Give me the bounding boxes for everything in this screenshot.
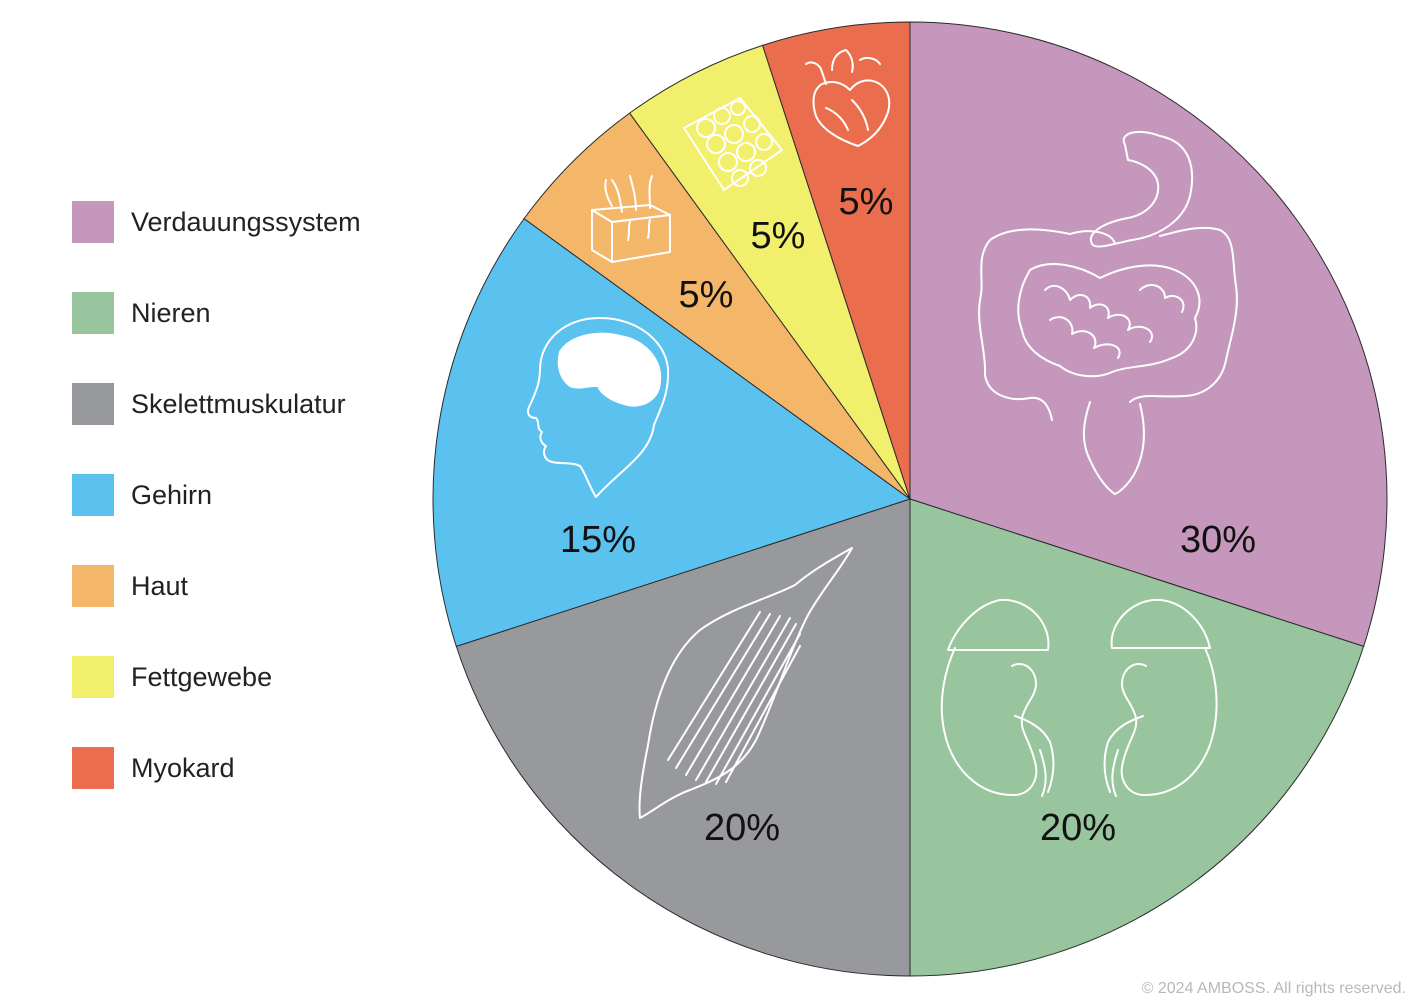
legend-item-haut: Haut [72,564,188,608]
pie-label-verdauungssystem: 30% [1180,519,1256,561]
legend-label: Haut [131,570,189,601]
legend-label: Nieren [131,297,211,328]
legend-swatch [72,383,114,425]
legend-label: Verdauungssystem [131,206,361,237]
pie-label-fettgewebe: 5% [751,215,806,257]
legend-swatch [72,747,114,789]
legend-swatch [72,201,114,243]
pie-label-gehirn: 15% [560,519,636,561]
legend-item-gehirn: Gehirn [72,473,212,517]
pie-slice-fettgewebe [628,44,911,500]
legend-label: Gehirn [131,479,213,510]
kidneys-icon [940,598,1218,797]
pie-slice-gehirn [432,217,912,648]
legend-item-fettgewebe: Fettgewebe [72,655,272,699]
pie-slice-myokard [761,21,911,500]
pie-slice-verdauungssystem [909,21,1388,648]
pie-slice-haut [523,112,911,500]
digestive-system-icon [978,130,1238,495]
legend-item-verdauungssystem: Verdauungssystem [72,200,361,244]
pie-slices [432,21,1388,977]
pie-value-labels: 30% 20% 20% 15% 5% 5% 5% [560,181,1256,849]
legend-label: Myokard [131,752,235,783]
legend-item-skelettmuskulatur: Skelettmuskulatur [72,382,346,426]
legend-swatch [72,292,114,334]
heart-icon [805,49,891,147]
pie-label-nieren: 20% [1040,807,1116,849]
legend-label: Fettgewebe [131,661,273,692]
organ-icons [527,49,1238,819]
pie-label-myokard: 5% [839,181,894,223]
legend-swatch [72,656,114,698]
legend-item-nieren: Nieren [72,291,211,335]
muscle-icon [638,547,853,819]
legend-label: Skelettmuskulatur [131,388,346,419]
legend-swatch [72,474,114,516]
fat-tissue-icon [683,97,783,191]
pie-label-skelettmuskulatur: 20% [704,807,780,849]
legend-item-myokard: Myokard [72,746,235,790]
pie-slice-nieren [909,498,1365,977]
pie-label-haut: 5% [679,274,734,316]
copyright-notice: © 2024 AMBOSS. All rights reserved. [1141,980,1406,997]
brain-head-icon [527,317,670,498]
legend-swatch [72,565,114,607]
skin-icon [591,175,671,263]
pie-slice-skelettmuskulatur [455,498,911,977]
